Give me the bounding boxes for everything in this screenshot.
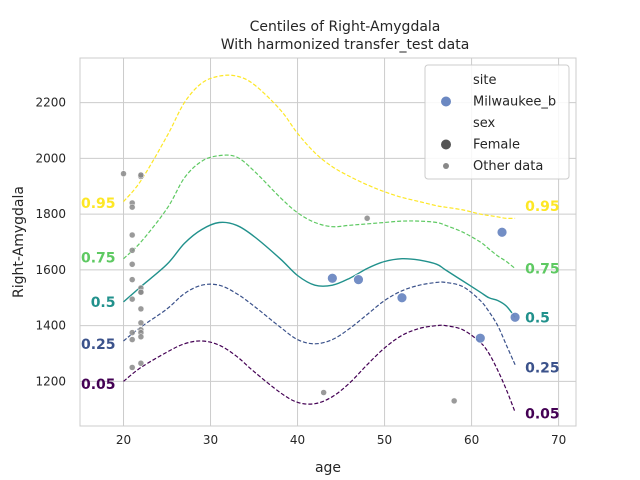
centile-curves	[123, 74, 516, 413]
legend-marker	[441, 139, 451, 150]
other-data-point	[137, 360, 145, 367]
milwaukee-data-point	[496, 226, 508, 238]
other-data-point	[128, 295, 136, 303]
milwaukee-data-point	[353, 274, 364, 286]
x-tick-label: 60	[464, 433, 479, 447]
centile-label-right: 0.25	[525, 360, 560, 376]
centile-curve-0.75	[123, 154, 516, 269]
other-data-point	[320, 389, 327, 396]
centile-label-left: 0.75	[81, 250, 116, 266]
legend-marker	[441, 96, 451, 107]
other-data-point	[450, 397, 458, 405]
data-points	[120, 170, 521, 405]
centile-label-right: 0.05	[525, 406, 560, 422]
x-tick-label: 40	[290, 433, 305, 447]
x-tick-label: 50	[377, 433, 392, 447]
other-data-point	[128, 231, 136, 239]
tick-labels: 20 30 40 50 60 70 1200 1400 1600 1800 2000 2200	[35, 96, 566, 447]
other-data-point	[128, 336, 136, 343]
other-data-point	[128, 329, 136, 336]
x-tick-label: 20	[116, 433, 131, 447]
other-data-point	[128, 247, 136, 254]
centile-curve-0.5	[123, 221, 516, 318]
milwaukee-data-point	[509, 311, 521, 323]
legend-box	[424, 64, 570, 180]
centile-curve-0.25	[123, 281, 516, 365]
milwaukee-data-point	[396, 292, 408, 304]
other-data-point	[128, 203, 136, 211]
centile-labels: 0.05 0.05 0.25 0.25 0.5 0.5 0.75 0.75 0.95 0.95	[81, 196, 560, 422]
centile-label-left: 0.5	[91, 295, 116, 311]
other-data-point	[128, 364, 136, 371]
y-tick-label: 1600	[35, 263, 66, 277]
legend-header: sex	[473, 116, 496, 131]
chart-title: Centiles of Right-Amygdala	[250, 19, 441, 35]
y-axis-label: Right-Amygdala	[11, 186, 27, 298]
y-tick-label: 2200	[35, 96, 66, 110]
legend-header: site	[473, 73, 496, 88]
other-data-point	[363, 215, 371, 222]
legend-entry-label: Female	[473, 138, 520, 153]
chart-subtitle: With harmonized transfer_test data	[221, 37, 470, 53]
other-data-point	[128, 261, 136, 268]
other-data-point	[137, 333, 145, 341]
centile-curve-0.95	[123, 74, 516, 219]
x-axis-label: age	[315, 460, 341, 476]
milwaukee-data-point	[326, 272, 338, 284]
y-tick-label: 2000	[35, 151, 66, 165]
y-tick-label: 1800	[35, 207, 66, 221]
x-tick-label: 30	[203, 433, 218, 447]
plot-frame	[79, 57, 577, 427]
legend-marker	[443, 163, 449, 169]
centile-label-left: 0.05	[81, 377, 116, 393]
centile-label-left: 0.95	[81, 196, 116, 212]
y-tick-label: 1200	[35, 374, 66, 388]
centile-label-right: 0.95	[525, 199, 560, 215]
y-tick-label: 1400	[35, 319, 66, 333]
legend-entry-label: Milwaukee_b	[473, 95, 556, 110]
x-tick-label: 70	[551, 433, 566, 447]
milwaukee-data-point	[474, 332, 486, 344]
centile-label-right: 0.5	[525, 310, 550, 326]
centile-label-right: 0.75	[525, 261, 560, 277]
other-data-point	[137, 288, 145, 296]
other-data-point	[120, 170, 127, 177]
centile-label-left: 0.25	[81, 337, 116, 353]
other-data-point	[137, 319, 145, 327]
other-data-point	[137, 171, 145, 179]
legend-entry-label: Other data	[473, 159, 543, 174]
other-data-point	[137, 305, 145, 313]
other-data-point	[128, 276, 136, 283]
